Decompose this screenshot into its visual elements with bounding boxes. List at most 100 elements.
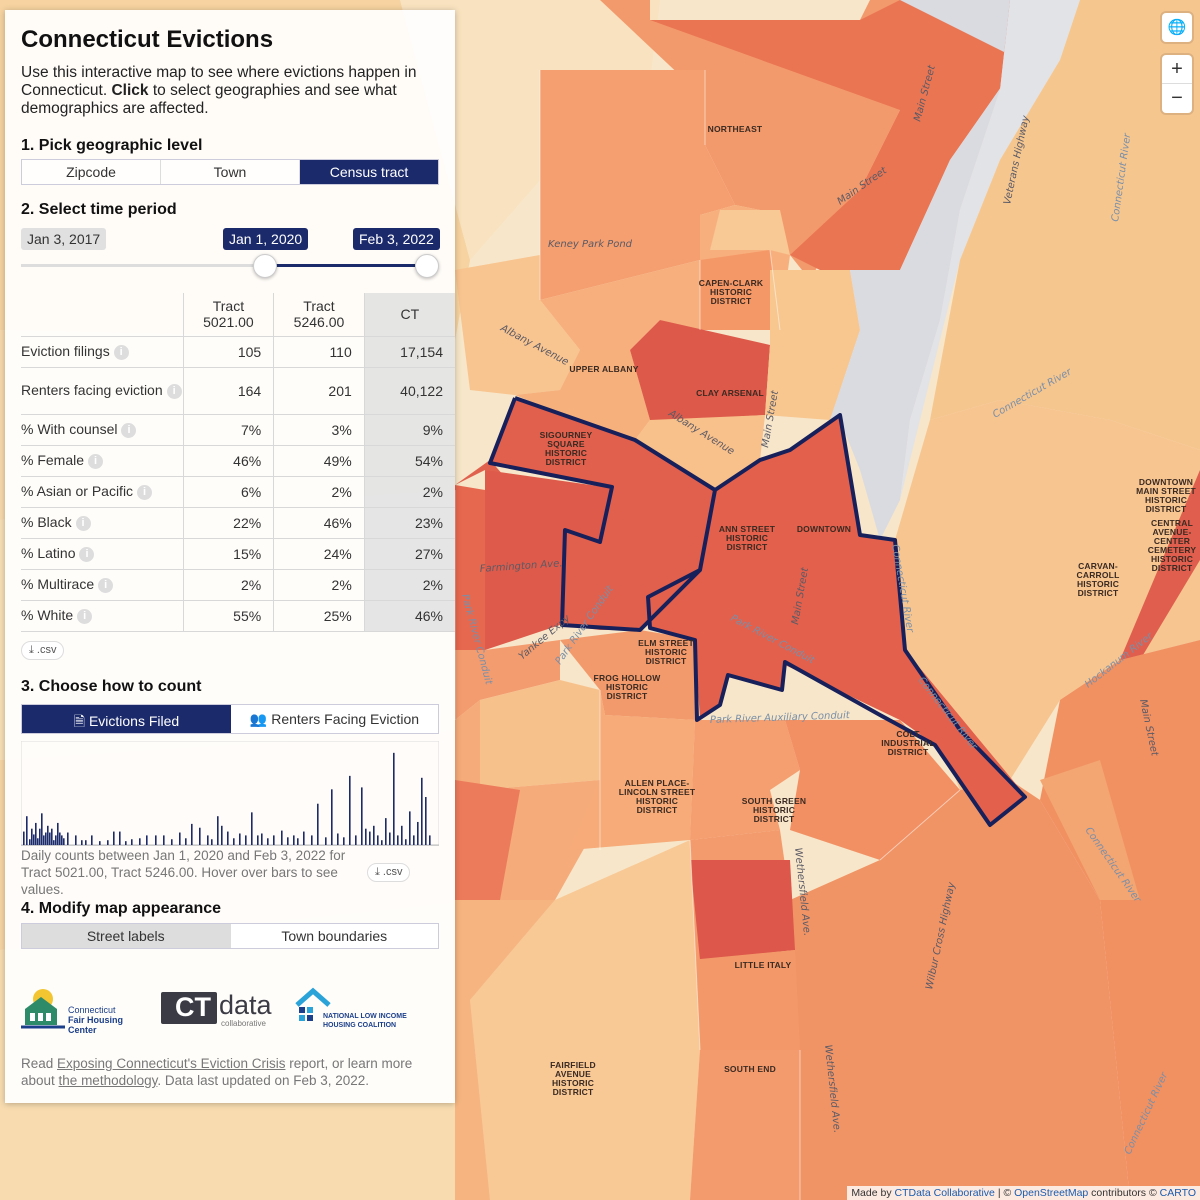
daily-bar[interactable] <box>85 840 87 845</box>
globe-control[interactable]: 🌐 <box>1162 13 1192 42</box>
daily-bar[interactable] <box>107 840 109 845</box>
daily-bar[interactable] <box>191 823 193 845</box>
daily-bar[interactable] <box>146 835 148 845</box>
daily-bar[interactable] <box>99 841 101 845</box>
daily-bar[interactable] <box>125 841 127 845</box>
daily-bar[interactable] <box>365 828 367 845</box>
osm-link[interactable]: OpenStreetMap <box>1014 1187 1089 1199</box>
tract[interactable] <box>480 680 600 790</box>
daily-bar[interactable] <box>355 835 357 845</box>
daily-bar[interactable] <box>257 835 259 845</box>
daily-bar[interactable] <box>293 835 295 845</box>
methodology-link[interactable]: the methodology <box>58 1073 158 1088</box>
tract[interactable] <box>690 860 795 960</box>
tract[interactable] <box>630 320 770 420</box>
tract[interactable] <box>400 0 660 260</box>
tract[interactable] <box>470 840 700 1200</box>
daily-bar[interactable] <box>397 835 399 845</box>
daily-bar[interactable] <box>377 835 379 845</box>
daily-bar[interactable] <box>409 811 411 845</box>
daily-bar[interactable] <box>261 833 263 845</box>
geo-option-zipcode[interactable]: Zipcode <box>22 160 161 184</box>
daily-bar[interactable] <box>393 752 395 845</box>
tract[interactable] <box>540 70 735 300</box>
download-daily-csv-button[interactable]: ⤓ .csv <box>367 863 411 882</box>
daily-bar[interactable] <box>179 832 181 845</box>
daily-bar[interactable] <box>401 825 403 845</box>
daily-bar[interactable] <box>51 828 53 845</box>
daily-bar[interactable] <box>389 832 391 845</box>
tract[interactable] <box>690 950 800 1050</box>
info-icon[interactable]: i <box>113 344 129 360</box>
daily-bar[interactable] <box>417 821 419 845</box>
tract[interactable] <box>560 630 700 720</box>
daily-bar[interactable] <box>37 838 39 845</box>
daily-bar[interactable] <box>43 835 45 845</box>
tract[interactable] <box>455 255 580 395</box>
tract[interactable] <box>765 270 860 420</box>
geo-option-census-tract[interactable]: Census tract <box>300 160 438 184</box>
daily-bar[interactable] <box>171 839 173 845</box>
daily-bar[interactable] <box>45 832 47 845</box>
tract-selected[interactable] <box>648 415 1025 825</box>
daily-bar[interactable] <box>405 839 407 845</box>
tract[interactable] <box>570 690 695 850</box>
tract[interactable] <box>1120 470 1200 660</box>
daily-bar[interactable] <box>67 832 69 845</box>
daily-bar[interactable] <box>75 835 77 845</box>
info-icon[interactable]: i <box>137 484 153 500</box>
carto-link[interactable]: CARTO <box>1159 1187 1196 1199</box>
daily-bar[interactable] <box>55 835 57 845</box>
zoom-out-button[interactable]: − <box>1171 87 1183 109</box>
daily-bar[interactable] <box>91 835 93 845</box>
daily-bar[interactable] <box>63 838 65 845</box>
daily-bar[interactable] <box>59 832 61 845</box>
daily-bar[interactable] <box>31 828 33 845</box>
daily-bar[interactable] <box>199 827 201 845</box>
daily-bar[interactable] <box>35 822 37 845</box>
cfhc-logo[interactable]: Connecticut Fair Housing Center <box>21 985 151 1035</box>
daily-bar[interactable] <box>131 839 133 845</box>
daily-bar[interactable] <box>343 837 345 845</box>
daily-bar[interactable] <box>217 816 219 845</box>
daily-bar[interactable] <box>39 828 41 845</box>
tract[interactable] <box>710 210 790 255</box>
daily-bar[interactable] <box>297 838 299 845</box>
nlihc-logo[interactable]: NATIONAL LOW INCOME HOUSING COALITION <box>293 985 423 1030</box>
daily-bar[interactable] <box>385 818 387 845</box>
geo-option-town[interactable]: Town <box>161 160 300 184</box>
info-icon[interactable]: i <box>88 453 104 469</box>
daily-bar[interactable] <box>47 825 49 845</box>
daily-bar[interactable] <box>49 832 51 845</box>
zoom-in-button[interactable]: + <box>1162 55 1192 84</box>
count-option-evictions-filed[interactable]: 🗎 Evictions Filed <box>22 705 231 733</box>
tract[interactable] <box>515 350 650 440</box>
tract[interactable] <box>455 900 555 1200</box>
daily-counts-chart[interactable] <box>21 741 439 846</box>
daily-bar[interactable] <box>245 835 247 845</box>
daily-bar[interactable] <box>41 813 43 845</box>
daily-bar[interactable] <box>369 831 371 845</box>
tract[interactable] <box>690 1050 800 1200</box>
tract[interactable] <box>700 250 780 330</box>
date-slider-end-handle[interactable] <box>415 254 439 278</box>
daily-bar[interactable] <box>337 833 339 845</box>
daily-bar[interactable] <box>429 835 431 845</box>
daily-bar[interactable] <box>267 838 269 845</box>
tract[interactable] <box>790 780 1130 1200</box>
daily-bar[interactable] <box>373 825 375 845</box>
info-icon[interactable]: i <box>121 422 137 438</box>
daily-bar[interactable] <box>251 812 253 845</box>
tract[interactable] <box>455 780 520 900</box>
daily-bar[interactable] <box>81 840 83 845</box>
tract[interactable] <box>635 415 765 490</box>
daily-bar[interactable] <box>381 840 383 845</box>
daily-bar[interactable] <box>113 831 115 845</box>
daily-bar[interactable] <box>57 822 59 845</box>
tract[interactable] <box>785 720 960 860</box>
daily-bar[interactable] <box>273 835 275 845</box>
tract[interactable] <box>895 400 1200 790</box>
ctdata-link[interactable]: CTData Collaborative <box>894 1187 995 1199</box>
daily-bar[interactable] <box>26 816 28 845</box>
tract[interactable] <box>930 0 1200 450</box>
